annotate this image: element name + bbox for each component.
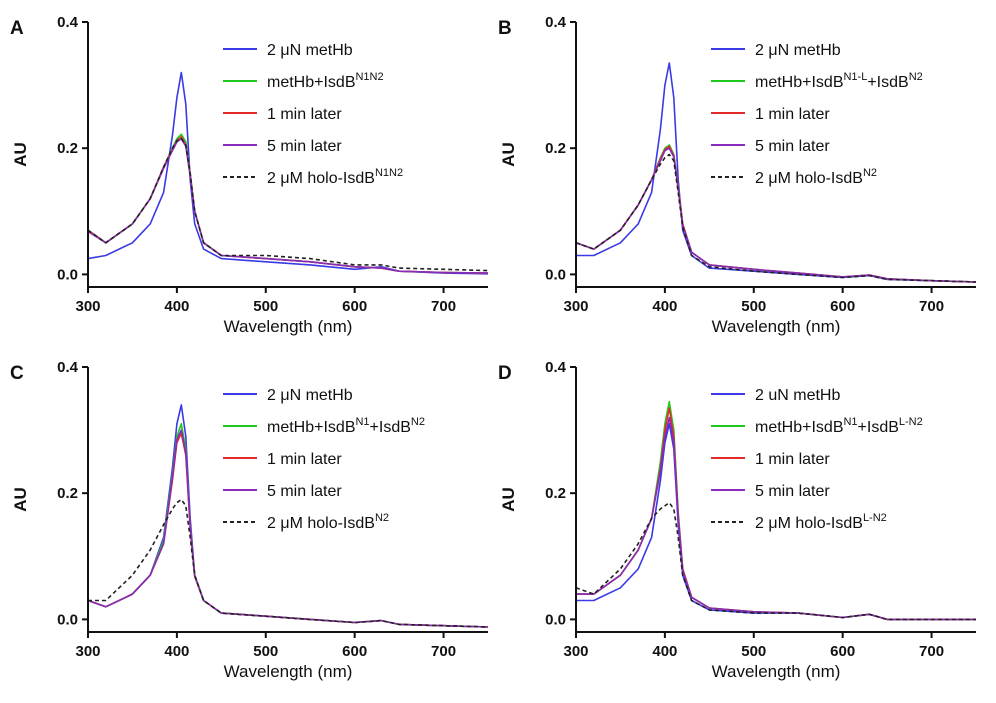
series-line-five_min [87, 137, 489, 274]
x-tick-label: 500 [253, 298, 278, 315]
series-line-holo [575, 153, 977, 283]
legend-label-metHb: 2 uN metHb [755, 387, 840, 404]
panel-label: B [498, 18, 512, 39]
y-tick-label: 0.0 [57, 611, 78, 628]
x-tick-label: 600 [342, 298, 367, 315]
x-tick-label: 300 [563, 643, 588, 660]
panel-label: A [10, 18, 24, 39]
x-tick-label: 700 [919, 643, 944, 660]
y-tick-label: 0.4 [57, 14, 79, 31]
y-tick-label: 0.2 [57, 485, 78, 502]
series-line-holo [87, 137, 489, 272]
legend-label-mix: metHb+IsdBN1-L+IsdBN2 [755, 71, 923, 91]
legend-label-five_min: 5 min later [755, 138, 830, 155]
legend-label-mix: metHb+IsdBN1+IsdBN2 [267, 416, 425, 436]
x-tick-label: 400 [164, 298, 189, 315]
y-tick-label: 0.4 [57, 359, 79, 376]
series-line-one_min [576, 407, 976, 621]
x-tick-label: 400 [652, 643, 677, 660]
panel-A: A 300 400 500 600 700 0.0 0.2 0.4 Wavelength (nm)… [10, 14, 489, 336]
legend-label-mix: metHb+IsdBN1+IsdBL-N2 [755, 416, 923, 436]
series-line-holo [575, 501, 976, 621]
x-tick-label: 500 [253, 643, 278, 660]
y-tick-label: 0.0 [545, 611, 566, 628]
legend-label-one_min: 1 min later [267, 451, 342, 468]
panel-D: D 300 400 500 600 700 0.0 0.2 0.4 Wavelength (nm)… [498, 359, 976, 681]
panel-C: C 300 400 500 600 700 0.0 0.2 0.4 Wavelength (nm)… [10, 359, 489, 681]
y-tick-label: 0.4 [545, 14, 567, 31]
legend-label-one_min: 1 min later [267, 106, 342, 123]
legend-label-five_min: 5 min later [267, 138, 342, 155]
x-tick-label: 300 [75, 643, 100, 660]
series-line-holo [88, 498, 489, 628]
series-line-one_min [87, 136, 489, 274]
legend: 2 μN metHb metHb+IsdBN1-L+IsdBN2 1 min lat… [711, 42, 923, 187]
x-tick-label: 400 [164, 643, 189, 660]
series-group [87, 71, 489, 275]
x-tick-label: 700 [431, 643, 456, 660]
x-tick-label: 500 [741, 643, 766, 660]
series-line-mix [575, 144, 977, 283]
panel-label: C [10, 363, 24, 384]
y-axis-label: AU [499, 487, 518, 512]
y-axis-label: AU [11, 142, 30, 167]
legend-label-mix: metHb+IsdBN1N2 [267, 71, 384, 91]
panel-B: B 300 400 500 600 700 0.0 0.2 0.4 Wavelength (nm)… [498, 14, 977, 336]
y-axis-label: AU [11, 487, 30, 512]
legend-label-holo: 2 μM holo-IsdBN1N2 [267, 167, 403, 187]
legend-label-metHb: 2 μN metHb [267, 387, 353, 404]
x-axis-label: Wavelength (nm) [224, 662, 353, 681]
x-axis-label: Wavelength (nm) [712, 662, 841, 681]
legend-label-five_min: 5 min later [755, 483, 830, 500]
x-tick-label: 700 [919, 298, 944, 315]
series-group [575, 62, 977, 283]
legend: 2 μN metHb metHb+IsdBN1N2 1 min later 5 min… [223, 42, 403, 187]
series-group [575, 400, 976, 621]
series-line-five_min [575, 147, 977, 283]
legend-label-one_min: 1 min later [755, 106, 830, 123]
y-tick-label: 0.2 [545, 485, 566, 502]
legend-label-metHb: 2 μN metHb [267, 42, 353, 59]
series-line-mix [87, 133, 489, 274]
x-tick-label: 600 [830, 643, 855, 660]
legend: 2 μN metHb metHb+IsdBN1+IsdBN2 1 min later… [223, 387, 425, 532]
legend-label-five_min: 5 min later [267, 483, 342, 500]
series-line-one_min [575, 145, 977, 283]
x-tick-label: 300 [75, 298, 100, 315]
y-tick-label: 0.0 [57, 266, 78, 283]
x-tick-label: 600 [342, 643, 367, 660]
legend-label-holo: 2 μM holo-IsdBN2 [755, 167, 877, 187]
legend: 2 uN metHb metHb+IsdBN1+IsdBL-N2 1 min lat… [711, 387, 923, 532]
y-tick-label: 0.2 [57, 140, 78, 157]
x-tick-label: 500 [741, 298, 766, 315]
series-group [87, 404, 489, 628]
panel-label: D [498, 363, 512, 384]
x-tick-label: 700 [431, 298, 456, 315]
y-tick-label: 0.0 [545, 266, 566, 283]
y-axis-label: AU [499, 142, 518, 167]
legend-label-holo: 2 μM holo-IsdBL-N2 [755, 512, 887, 532]
y-tick-label: 0.4 [545, 359, 567, 376]
x-axis-label: Wavelength (nm) [712, 317, 841, 336]
legend-label-holo: 2 μM holo-IsdBN2 [267, 512, 389, 532]
legend-label-metHb: 2 μN metHb [755, 42, 841, 59]
x-tick-label: 400 [652, 298, 677, 315]
y-tick-label: 0.2 [545, 140, 566, 157]
x-tick-label: 600 [830, 298, 855, 315]
legend-label-one_min: 1 min later [755, 451, 830, 468]
x-tick-label: 300 [563, 298, 588, 315]
x-axis-label: Wavelength (nm) [224, 317, 353, 336]
